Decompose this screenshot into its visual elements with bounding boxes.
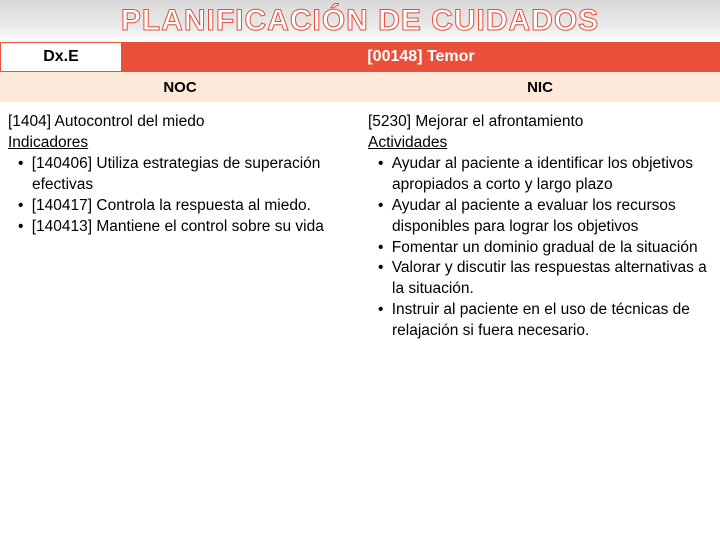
content-row: [1404] Autocontrol del miedo Indicadores…: [0, 102, 720, 352]
dxe-label-cell: Dx.E: [0, 42, 122, 72]
list-item: Ayudar al paciente a identificar los obj…: [370, 154, 708, 196]
dxe-label: Dx.E: [43, 48, 79, 66]
nic-heading: [5230] Mejorar el afrontamiento: [368, 112, 708, 133]
header-row: Dx.E [00148] Temor: [0, 42, 720, 72]
title-bar: PLANIFICACIÓN DE CUIDADOS: [0, 0, 720, 42]
nic-subheading: Actividades: [368, 133, 708, 154]
list-item: Valorar y discutir las respuestas altern…: [370, 258, 708, 300]
nic-header-cell: NIC: [360, 72, 720, 102]
diagnosis-cell: [00148] Temor: [122, 42, 720, 72]
list-item: Fomentar un dominio gradual de la situac…: [370, 238, 708, 259]
diagnosis-label: [00148] Temor: [367, 48, 474, 66]
noc-heading: [1404] Autocontrol del miedo: [8, 112, 348, 133]
noc-subheading: Indicadores: [8, 133, 348, 154]
noc-column: [1404] Autocontrol del miedo Indicadores…: [0, 102, 360, 352]
subheader-row: NOC NIC: [0, 72, 720, 102]
list-item: Instruir al paciente en el uso de técnic…: [370, 300, 708, 342]
list-item: [140417] Controla la respuesta al miedo.: [10, 196, 348, 217]
noc-list: [140406] Utiliza estrategias de superaci…: [8, 154, 348, 238]
list-item: Ayudar al paciente a evaluar los recurso…: [370, 196, 708, 238]
noc-header-cell: NOC: [0, 72, 360, 102]
noc-header: NOC: [163, 79, 196, 96]
list-item: [140413] Mantiene el control sobre su vi…: [10, 217, 348, 238]
page-title: PLANIFICACIÓN DE CUIDADOS: [121, 4, 599, 38]
nic-header: NIC: [527, 79, 553, 96]
nic-list: Ayudar al paciente a identificar los obj…: [368, 154, 708, 342]
nic-column: [5230] Mejorar el afrontamiento Activida…: [360, 102, 720, 352]
list-item: [140406] Utiliza estrategias de superaci…: [10, 154, 348, 196]
